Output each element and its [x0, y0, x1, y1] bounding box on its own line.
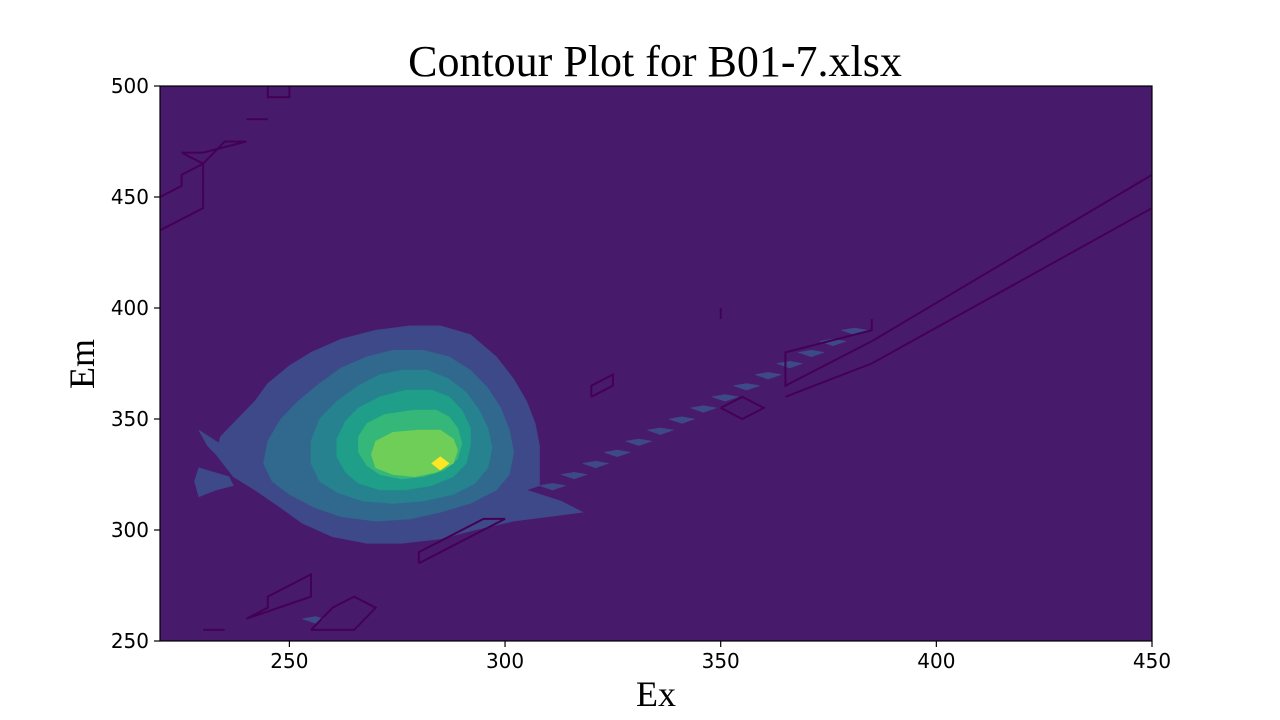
contour-level-1-region-7-7	[690, 405, 717, 413]
y-axis: 250 300 350 400 450 500	[111, 74, 160, 653]
contour-outline-5	[785, 207, 1153, 398]
contour-outline-3	[159, 162, 205, 232]
contour-level-1-region-0-2	[194, 467, 234, 498]
contour-outline-4	[784, 173, 1153, 388]
chart-title: Contour Plot for B01-7.xlsx	[408, 37, 902, 86]
y-tick-label-350: 350	[111, 407, 149, 431]
contour-level-1-region-0-1	[198, 429, 235, 455]
y-tick-label-400: 400	[111, 296, 149, 320]
contour-outline-0	[266, 86, 291, 99]
contour-level-1-region-7-12	[798, 349, 825, 358]
contour-outline-2	[181, 140, 247, 165]
contour-level-1-region-7-9	[733, 383, 760, 391]
contour-outline-11	[310, 595, 378, 631]
contour-outline-7	[590, 372, 614, 398]
contour-level-1-region-7-2	[582, 460, 609, 469]
x-tick-label-400: 400	[917, 649, 955, 673]
x-tick-label-450: 450	[1133, 649, 1171, 673]
contour-level-1-region-7-14	[841, 327, 868, 335]
contour-level-1-region-7-3	[604, 449, 631, 458]
plot-area	[159, 86, 1153, 641]
y-tick-label-250: 250	[111, 629, 149, 653]
x-tick-label-250: 250	[270, 649, 308, 673]
contour-level-1-region-7-4	[625, 438, 652, 446]
contour-outline-9	[417, 517, 506, 565]
x-axis-label: Ex	[636, 674, 676, 714]
contour-level-1-region-7-5	[647, 427, 674, 435]
contour-level-1-region-7-0	[539, 483, 566, 491]
x-axis: 250 300 350 400 450	[270, 641, 1171, 673]
x-tick-label-300: 300	[486, 649, 524, 673]
plot-frame	[159, 85, 1153, 642]
x-tick-label-350: 350	[702, 649, 740, 673]
contour-level-1-region-7-6	[668, 416, 695, 424]
contour-level-1-region-7-8	[712, 394, 738, 402]
y-tick-label-450: 450	[111, 185, 149, 209]
contour-level-1-region-7-1	[561, 471, 588, 480]
contour-level-1-region-7-10	[755, 372, 782, 380]
contour-level-1-region-7-13	[819, 338, 846, 347]
contour-level-8-region-6-0	[431, 456, 450, 471]
contour-outline-10	[245, 572, 312, 620]
contour-outline-8	[720, 395, 766, 421]
y-axis-label: Em	[62, 339, 102, 389]
y-tick-label-300: 300	[111, 518, 149, 542]
y-tick-label-500: 500	[111, 74, 149, 98]
